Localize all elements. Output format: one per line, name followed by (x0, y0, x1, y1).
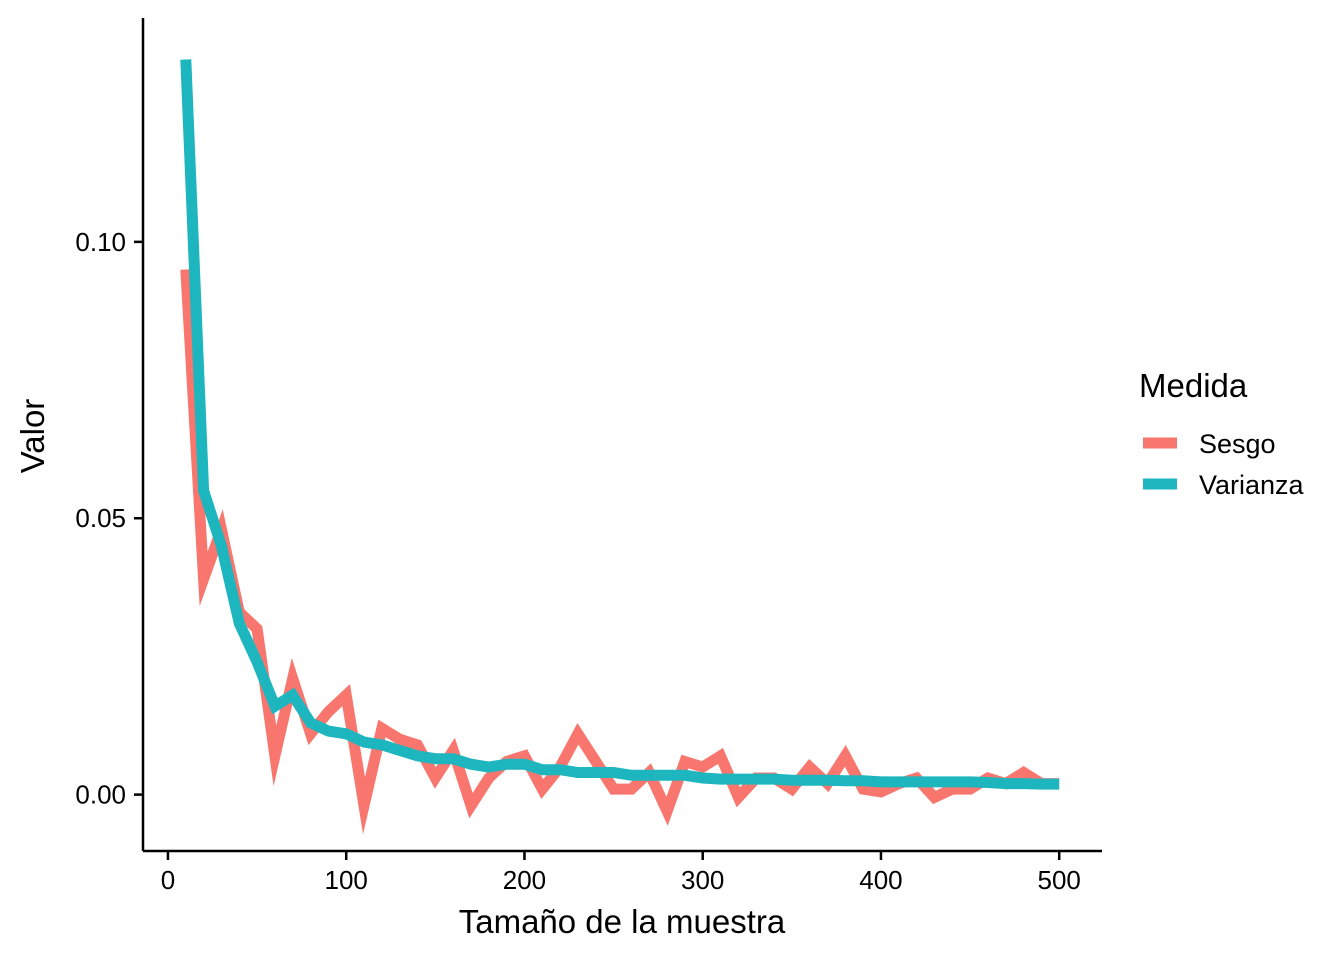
y-tick-label: 0.00 (75, 780, 126, 810)
x-ticks: 0 100 200 300 400 500 (161, 851, 1081, 895)
y-tick-label: 0.05 (75, 503, 126, 533)
x-tick-label: 100 (325, 865, 368, 895)
x-tick-label: 500 (1038, 865, 1081, 895)
legend-label-sesgo: Sesgo (1199, 429, 1276, 459)
y-tick-label: 0.10 (75, 227, 126, 257)
series-line-varianza (180, 59, 1060, 790)
x-axis-title: Tamaño de la muestra (459, 903, 786, 940)
legend-title: Medida (1139, 367, 1248, 404)
y-ticks: 0.00 0.05 0.10 (75, 227, 143, 810)
x-tick-label: 200 (503, 865, 546, 895)
legend-items: Sesgo Varianza (1143, 429, 1305, 500)
x-tick-label: 300 (681, 865, 724, 895)
legend-label-varianza: Varianza (1199, 470, 1305, 500)
x-tick-label: 0 (161, 865, 175, 895)
y-axis-title: Valor (14, 399, 51, 474)
axes (141, 18, 1102, 853)
plot-lines (180, 59, 1060, 835)
legend: Medida Sesgo Varianza (1139, 367, 1305, 500)
x-tick-label: 400 (859, 865, 902, 895)
